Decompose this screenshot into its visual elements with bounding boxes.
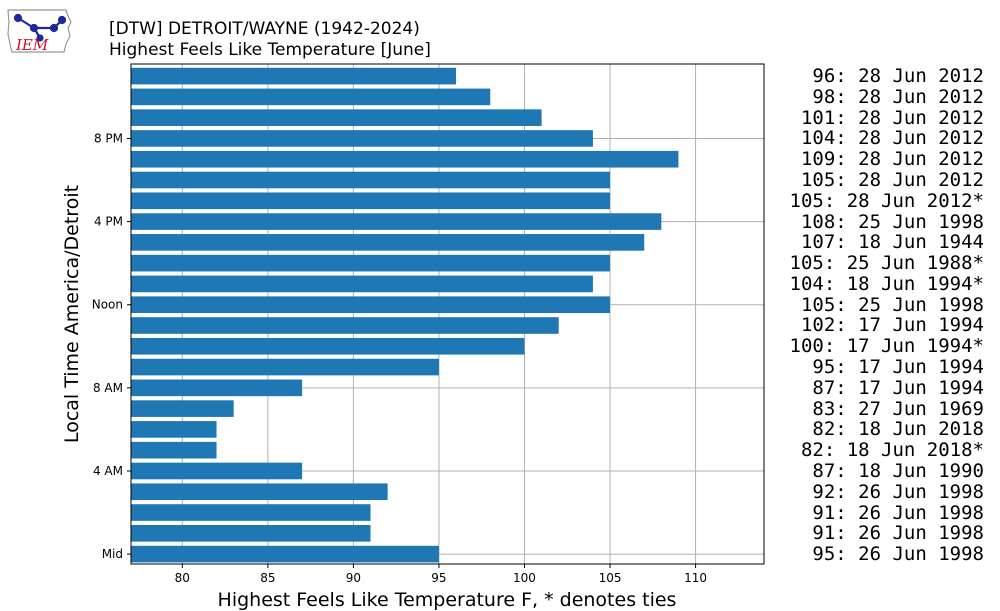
bar <box>131 525 371 542</box>
annotation-label: 87: 18 Jun 1990 <box>812 459 984 482</box>
x-tick-label: 90 <box>346 571 361 585</box>
x-tick-label: 110 <box>684 571 707 585</box>
annotation-label: 96: 28 Jun 2012 <box>812 65 984 88</box>
bar <box>131 109 542 126</box>
annotation-label: 83: 27 Jun 1969 <box>812 397 984 420</box>
x-tick-label: 85 <box>260 571 275 585</box>
bar <box>131 296 611 314</box>
annotation-label: 107: 18 Jun 1944 <box>800 231 984 254</box>
annotation-label: 109: 28 Jun 2012 <box>800 148 984 171</box>
x-ticks: 80 85 90 95 100 105 110 <box>175 564 707 585</box>
bar <box>131 150 679 168</box>
bar <box>131 88 491 106</box>
bar <box>131 379 303 397</box>
bar <box>131 421 217 438</box>
bar <box>131 545 439 563</box>
y-axis-label: Local Time America/Detroit <box>61 185 83 443</box>
y-tick-label: 4 AM <box>93 464 123 478</box>
bar <box>131 317 559 334</box>
bar <box>131 504 371 521</box>
annotation-label: 105: 25 Jun 1988* <box>789 252 984 275</box>
x-tick-label: 100 <box>513 571 536 585</box>
annotation-label: 95: 17 Jun 1994 <box>812 356 984 379</box>
y-tick-label: Noon <box>92 298 123 312</box>
annotation-label: 87: 17 Jun 1994 <box>812 376 984 399</box>
annotation-label: 105: 28 Jun 2012 <box>800 169 984 191</box>
annotation-label: 105: 25 Jun 1998 <box>800 293 984 316</box>
y-tick-label: 8 PM <box>94 131 123 145</box>
bar <box>131 213 662 230</box>
bars-layer <box>131 67 679 563</box>
logo-text: IEM <box>15 36 49 54</box>
y-ticks: Mid 4 AM 8 AM Noon 4 PM 8 PM <box>92 131 131 561</box>
annotation-label: 95: 26 Jun 1998 <box>812 543 984 566</box>
bar <box>131 130 593 147</box>
annotation-label: 91: 26 Jun 1998 <box>812 501 984 524</box>
plot-frame <box>130 63 765 565</box>
x-tick-label: 80 <box>175 571 190 585</box>
annotation-label: 101: 28 Jun 2012 <box>800 106 984 129</box>
annotation-label: 82: 18 Jun 2018* <box>800 439 984 462</box>
annotation-label: 102: 17 Jun 1994 <box>800 314 984 337</box>
x-tick-label: 105 <box>599 571 622 585</box>
annotation-label: 98: 28 Jun 2012 <box>812 85 984 108</box>
x-axis-label: Highest Feels Like Temperature F, * deno… <box>218 589 677 611</box>
annotation-label: 104: 18 Jun 1994* <box>789 272 984 295</box>
annotation-label: 104: 28 Jun 2012 <box>800 127 984 150</box>
chart-title: [DTW] DETROIT/WAYNE (1942-2024) <box>109 19 420 39</box>
bar <box>131 234 645 251</box>
bar <box>131 192 611 210</box>
bar <box>131 67 457 85</box>
annotations: 95: 26 Jun 1998 91: 26 Jun 1998 91: 26 Jun… <box>772 0 998 611</box>
bar <box>131 483 388 501</box>
chart-subtitle: Highest Feels Like Temperature [June] <box>109 40 431 60</box>
annotation-label: 100: 17 Jun 1994* <box>789 335 984 358</box>
iem-logo: IEM <box>7 9 72 54</box>
bar <box>131 171 611 189</box>
x-tick-label: 95 <box>431 571 446 585</box>
annotation-label: 105: 28 Jun 2012* <box>789 189 984 212</box>
annotation-label: 92: 26 Jun 1998 <box>812 480 984 503</box>
bar <box>131 462 303 480</box>
y-tick-label: 8 AM <box>93 381 123 395</box>
y-tick-label: Mid <box>102 547 123 561</box>
annotation-label: 91: 26 Jun 1998 <box>812 522 984 545</box>
bar <box>131 254 611 272</box>
bar <box>131 337 525 355</box>
bar <box>131 400 234 417</box>
bar <box>131 358 439 376</box>
bar <box>131 441 217 459</box>
annotation-label: 108: 25 Jun 1998 <box>800 210 984 233</box>
network-icon <box>13 13 67 42</box>
y-tick-label: 4 PM <box>94 215 123 229</box>
bar <box>131 275 593 293</box>
annotation-label: 82: 18 Jun 2018 <box>812 418 984 441</box>
